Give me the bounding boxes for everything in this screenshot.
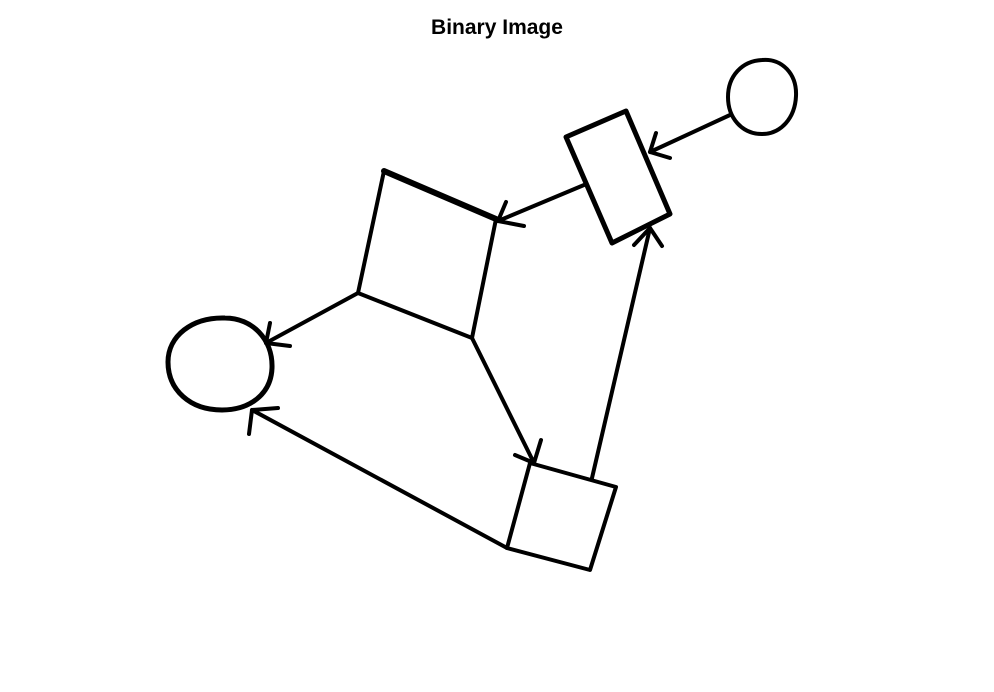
edge-small-square-to-circle-left [247,406,509,550]
node-circle-top-right [726,57,799,136]
node-large-quadrilateral [356,168,499,340]
node-small-square [505,461,618,572]
edge-circle-top-right-to-tilted-rectangle [648,113,732,160]
edge-large-quadrilateral-to-small-square [470,336,543,465]
edge-small-square-to-tilted-rectangle [590,226,664,480]
node-tilted-rectangle [563,108,673,246]
node-circle-left [165,315,275,413]
edge-large-quadrilateral-to-circle-left [264,291,360,348]
figure-title: Binary Image [431,16,563,39]
edge-tilted-rectangle-to-large-quadrilateral [496,183,586,228]
